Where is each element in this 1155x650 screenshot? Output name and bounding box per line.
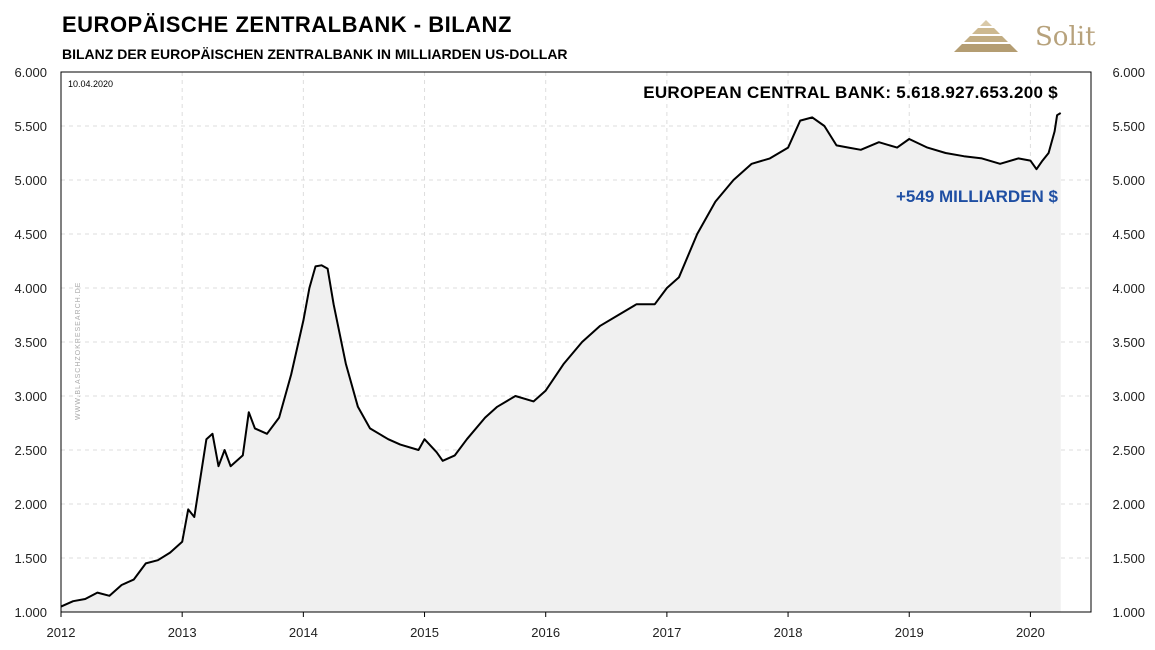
x-tick-label: 2018 — [774, 625, 803, 640]
chart-title: EUROPÄISCHE ZENTRALBANK - BILANZ — [62, 12, 512, 37]
y-tick-label-left: 1.500 — [14, 551, 47, 566]
y-tick-label-left: 4.000 — [14, 281, 47, 296]
x-tick-label: 2017 — [652, 625, 681, 640]
y-tick-label-right: 1.500 — [1112, 551, 1145, 566]
solit-logo: Solit — [950, 18, 1096, 58]
y-tick-label-left: 2.500 — [14, 443, 47, 458]
x-tick-label: 2016 — [531, 625, 560, 640]
y-tick-label-left: 3.500 — [14, 335, 47, 350]
y-tick-label-left: 2.000 — [14, 497, 47, 512]
pyramid-logo-icon — [954, 20, 1018, 52]
y-tick-label-left: 5.000 — [14, 173, 47, 188]
y-tick-label-right: 5.000 — [1112, 173, 1145, 188]
value-annotation: EUROPEAN CENTRAL BANK: 5.618.927.653.200… — [643, 83, 1058, 102]
y-tick-label-right: 6.000 — [1112, 65, 1145, 80]
y-tick-label-left: 5.500 — [14, 119, 47, 134]
plot-frame — [60, 71, 1092, 613]
y-tick-label-left: 1.000 — [14, 605, 47, 620]
watermark: WWW.BLASCHZOKRESEARCH.DE — [75, 282, 82, 420]
y-tick-label-left: 6.000 — [14, 65, 47, 80]
y-tick-label-left: 3.000 — [14, 389, 47, 404]
change-annotation: +549 MILLIARDEN $ — [896, 187, 1059, 206]
x-tick-label: 2013 — [168, 625, 197, 640]
y-tick-label-right: 2.500 — [1112, 443, 1145, 458]
y-tick-label-left: 4.500 — [14, 227, 47, 242]
y-tick-label-right: 5.500 — [1112, 119, 1145, 134]
x-tick-label: 2015 — [410, 625, 439, 640]
y-axis-left: 1.000 1.500 2.000 2.500 3.000 3.500 4.000 4.500… — [14, 65, 47, 620]
y-tick-label-right: 2.000 — [1112, 497, 1145, 512]
x-tick-label: 2014 — [289, 625, 318, 640]
y-tick-label-right: 4.500 — [1112, 227, 1145, 242]
x-axis: 2012 2013 2014 2015 2016 2017 2018 2019 2020 — [47, 612, 1045, 640]
y-tick-label-right: 1.000 — [1112, 605, 1145, 620]
y-tick-label-right: 3.000 — [1112, 389, 1145, 404]
logo-text: Solit — [1035, 22, 1096, 52]
y-tick-label-right: 4.000 — [1112, 281, 1145, 296]
y-tick-label-right: 3.500 — [1112, 335, 1145, 350]
y-axis-right: 1.000 1.500 2.000 2.500 3.000 3.500 4.000 4.500… — [1112, 65, 1145, 620]
chart-subtitle: BILANZ DER EUROPÄISCHEN ZENTRALBANK IN M… — [62, 46, 568, 62]
series-line — [60, 112, 1062, 608]
x-tick-label: 2012 — [47, 625, 76, 640]
date-label: 10.04.2020 — [68, 79, 113, 89]
x-tick-label: 2020 — [1016, 625, 1045, 640]
x-tick-label: 2019 — [895, 625, 924, 640]
area-fill — [61, 113, 1061, 612]
